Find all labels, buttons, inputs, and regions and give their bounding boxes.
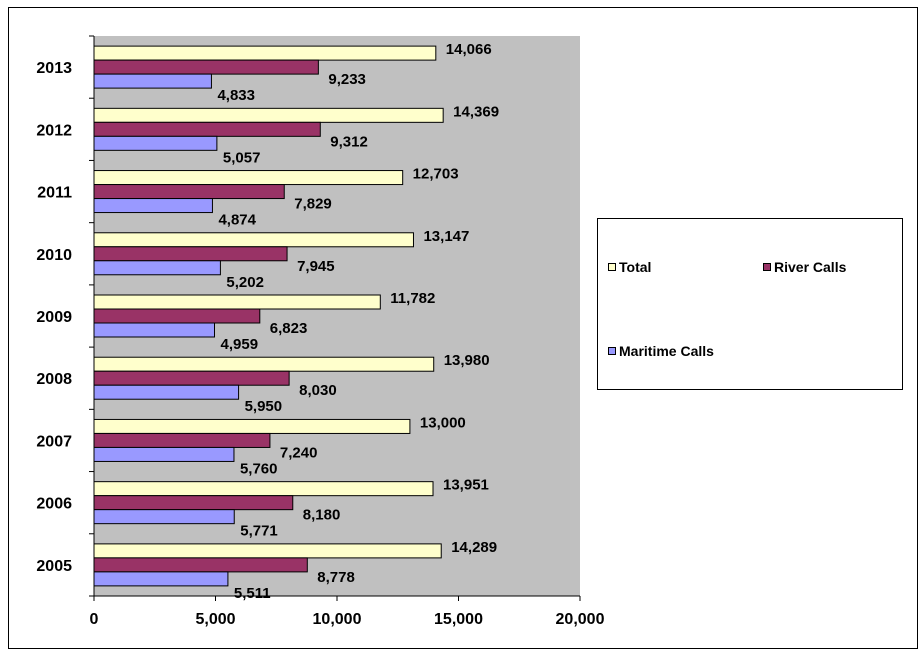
bar-river-calls-2013 <box>93 59 319 75</box>
data-label-total-2008: 13,980 <box>444 352 490 369</box>
legend-label-river-calls: River Calls <box>774 259 847 275</box>
category-label-2012: 2012 <box>36 122 72 139</box>
category-label-2013: 2013 <box>36 60 72 77</box>
bar-total-2007 <box>93 418 411 434</box>
bar-total-2010 <box>93 232 414 248</box>
bar-total-2012 <box>93 107 444 123</box>
data-label-maritime-calls-2008: 5,950 <box>245 398 283 415</box>
data-label-river-calls-2011: 7,829 <box>294 196 332 213</box>
bar-maritime-calls-2008 <box>93 384 240 400</box>
bar-maritime-calls-2005 <box>93 571 229 587</box>
data-label-maritime-calls-2012: 5,057 <box>223 149 261 166</box>
data-label-maritime-calls-2010: 5,202 <box>226 274 264 291</box>
legend-label-total: Total <box>619 259 652 275</box>
data-label-river-calls-2010: 7,945 <box>297 258 335 275</box>
legend-swatch-river-calls <box>763 263 771 271</box>
bar-maritime-calls-2010 <box>93 260 221 276</box>
legend-item-maritime-calls: Maritime Calls <box>608 343 714 359</box>
data-label-river-calls-2005: 8,778 <box>317 569 355 586</box>
category-label-2006: 2006 <box>36 496 72 513</box>
data-label-river-calls-2007: 7,240 <box>280 444 318 461</box>
category-label-2009: 2009 <box>36 309 72 326</box>
legend-item-river-calls: River Calls <box>763 259 846 275</box>
legend-item-total: Total <box>608 259 651 275</box>
category-label-2005: 2005 <box>36 558 72 575</box>
data-label-maritime-calls-2007: 5,760 <box>240 460 278 477</box>
data-label-maritime-calls-2005: 5,511 <box>234 585 271 602</box>
x-tick-label-10000: 10,000 <box>313 611 362 628</box>
bar-maritime-calls-2007 <box>93 446 235 462</box>
category-label-2007: 2007 <box>36 433 72 450</box>
bar-river-calls-2012 <box>93 121 321 137</box>
bar-total-2013 <box>93 45 437 61</box>
data-label-river-calls-2012: 9,312 <box>330 133 368 150</box>
bar-maritime-calls-2012 <box>93 135 218 151</box>
bar-river-calls-2007 <box>93 432 271 448</box>
x-tick-label-20000: 20,000 <box>556 611 605 628</box>
bar-total-2005 <box>93 543 442 559</box>
category-label-2011: 2011 <box>37 185 72 202</box>
data-label-total-2013: 14,066 <box>446 41 492 58</box>
bar-maritime-calls-2013 <box>93 73 212 89</box>
legend-swatch-maritime-calls <box>608 347 616 355</box>
data-label-river-calls-2009: 6,823 <box>270 320 308 337</box>
x-tick-label-15000: 15,000 <box>434 611 483 628</box>
data-label-maritime-calls-2006: 5,771 <box>240 523 278 540</box>
chart-legend: Total River Calls Maritime Calls <box>597 218 903 390</box>
data-label-total-2010: 13,147 <box>423 228 469 245</box>
data-label-maritime-calls-2011: 4,874 <box>218 212 256 229</box>
data-label-total-2009: 11,782 <box>390 290 435 307</box>
bar-river-calls-2010 <box>93 246 288 262</box>
bar-total-2008 <box>93 356 435 372</box>
legend-swatch-total <box>608 263 616 271</box>
bar-river-calls-2011 <box>93 184 285 200</box>
bar-river-calls-2005 <box>93 557 308 573</box>
bar-maritime-calls-2011 <box>93 198 213 214</box>
bar-river-calls-2008 <box>93 370 290 386</box>
data-label-maritime-calls-2013: 4,833 <box>217 87 255 104</box>
bar-maritime-calls-2009 <box>93 322 216 338</box>
data-label-total-2006: 13,951 <box>443 477 489 494</box>
data-label-maritime-calls-2009: 4,959 <box>221 336 259 353</box>
x-tick-label-5000: 5,000 <box>195 611 235 628</box>
legend-label-maritime-calls: Maritime Calls <box>619 343 714 359</box>
category-label-2010: 2010 <box>36 247 72 264</box>
category-label-2008: 2008 <box>36 371 72 388</box>
data-label-total-2011: 12,703 <box>413 166 459 183</box>
bar-total-2009 <box>93 294 381 310</box>
data-label-river-calls-2006: 8,180 <box>303 507 341 524</box>
bar-total-2011 <box>93 170 404 186</box>
bar-total-2006 <box>93 481 434 497</box>
bar-maritime-calls-2006 <box>93 509 235 525</box>
data-label-total-2005: 14,289 <box>451 539 497 556</box>
data-label-river-calls-2013: 9,233 <box>328 71 366 88</box>
bar-river-calls-2009 <box>93 308 261 324</box>
x-tick-label-0: 0 <box>90 611 99 628</box>
bar-river-calls-2006 <box>93 495 294 511</box>
data-label-river-calls-2008: 8,030 <box>299 382 337 399</box>
data-label-total-2007: 13,000 <box>420 414 466 431</box>
data-label-total-2012: 14,369 <box>453 103 499 120</box>
